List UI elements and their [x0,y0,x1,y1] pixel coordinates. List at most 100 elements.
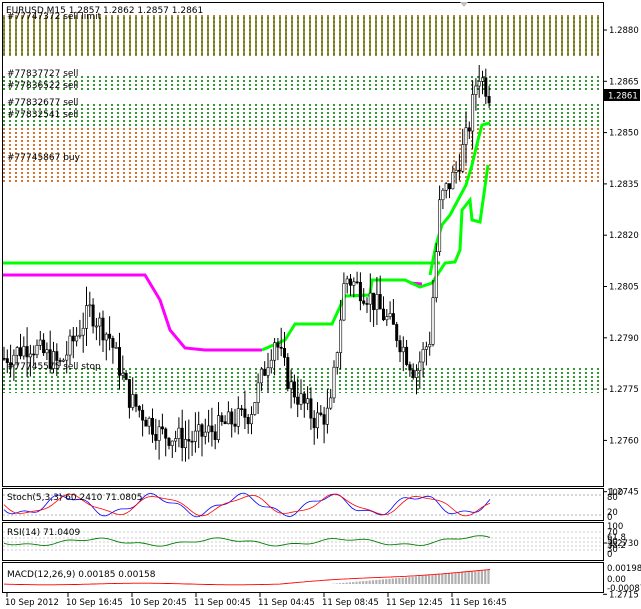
candle-body [332,366,336,399]
candle-body [302,393,306,404]
macd-histogram-bar [464,572,467,584]
candle-body [170,440,174,446]
candle-body [38,339,42,346]
order-label[interactable]: #77837727 sell [7,69,78,79]
macd-histogram-bar [434,574,437,584]
candle-body [51,351,55,369]
current-price-label: 1.2861 [608,91,638,101]
candle-body [18,347,22,357]
candle-body [101,317,105,341]
candle-body [358,282,362,302]
candle-body [121,373,125,376]
candle-body [213,431,217,440]
candle-body [98,317,102,327]
candle-body [190,440,194,443]
time-tick-label: 11 Sep 16:45 [450,598,507,608]
order-label[interactable]: #77832541 sell [7,110,78,120]
candle-body [342,283,346,321]
rsi-line [3,535,491,547]
candle-body [461,144,465,172]
candle-body [81,328,85,336]
candle-body [329,397,333,409]
order-label[interactable]: #77745575 sell stop [7,362,101,372]
candle-body [319,412,323,415]
price-tick-label: 1.2730 [609,539,639,549]
candle-body [164,428,168,439]
candle-body [487,96,491,104]
candle-body [411,369,415,378]
order-label[interactable]: #77836522 sell [7,81,78,91]
candle-body [434,251,438,299]
macd-histogram-bar [431,575,434,584]
candle-body [378,294,382,310]
candle-body [131,394,135,408]
macd-histogram-bar [358,581,361,584]
indicator-axis-label: 38.2 [607,541,626,551]
macd-histogram-bar [365,580,368,584]
candle-body [292,381,296,398]
candle-body [431,297,435,345]
candle-body [5,358,9,364]
macd-histogram-bar [355,581,358,584]
candle-body [388,313,392,317]
magenta-trend-line [3,273,262,352]
price-tick-label: 1.2805 [609,283,639,293]
candle-body [339,319,343,353]
order-label[interactable]: #77745867 buy [7,153,81,163]
candle-body [385,316,389,321]
candle-body [352,281,356,286]
candle-body [157,426,161,441]
macd-histogram-bar [375,579,378,584]
candle-body [263,368,267,376]
macd-histogram-bar [428,575,431,584]
candle-body [315,412,319,429]
macd-histogram-bar [395,578,398,584]
candle-body [368,292,372,305]
macd-label: MACD(12,26,9) 0.00185 0.00158 [7,570,156,580]
candle-body [391,313,395,325]
candle-body [177,427,181,439]
macd-histogram-bar [378,579,381,584]
candle-body [405,346,409,365]
candle-body [134,394,138,407]
candle-body [151,417,155,435]
candle-body [296,396,300,405]
price-tick-label: 1.2820 [609,231,639,241]
main-chart-frame [2,2,604,487]
candle-body [286,357,290,389]
candle-body [289,381,293,389]
indicator-lines [3,121,491,352]
candle-body [203,431,207,437]
candle-body [91,304,95,327]
order-label[interactable]: #77832677 sell [7,98,78,108]
macd-histogram-bar [338,583,342,584]
macd-histogram-bar [424,575,427,584]
macd-signal-line [3,569,491,586]
candle-body [236,408,240,427]
stoch-signal-line [3,493,491,517]
indicator-axis-label: 70 [607,528,618,538]
time-axis: 10 Sep 2012 10 Sep 16:45 10 Sep 20:45 11 Se… [5,593,507,608]
indicator-axis-label: 0.00198 [607,564,641,574]
candle-body [362,300,366,304]
price-tick-label: 1.2745 [609,488,639,498]
macd-histogram-bar [484,570,487,584]
candle-body [408,364,412,371]
candle-body [365,303,369,305]
candle-body [127,379,131,408]
candle-body [441,189,445,201]
candlesticks [2,64,491,462]
candle-body [484,77,488,97]
time-tick-label: 11 Sep 08:45 [322,598,379,608]
candle-body [451,171,455,190]
indicator-axis-label: 20 [607,508,618,518]
candle-body [424,346,428,350]
candle-body [25,346,29,358]
macd-histogram-bar [408,577,411,584]
chart-shift-marker[interactable] [460,2,468,7]
price-tick-label: 1.2715 [609,590,639,600]
macd-histogram-bar [404,577,408,584]
order-label[interactable]: #77747372 sell limit [7,12,102,22]
